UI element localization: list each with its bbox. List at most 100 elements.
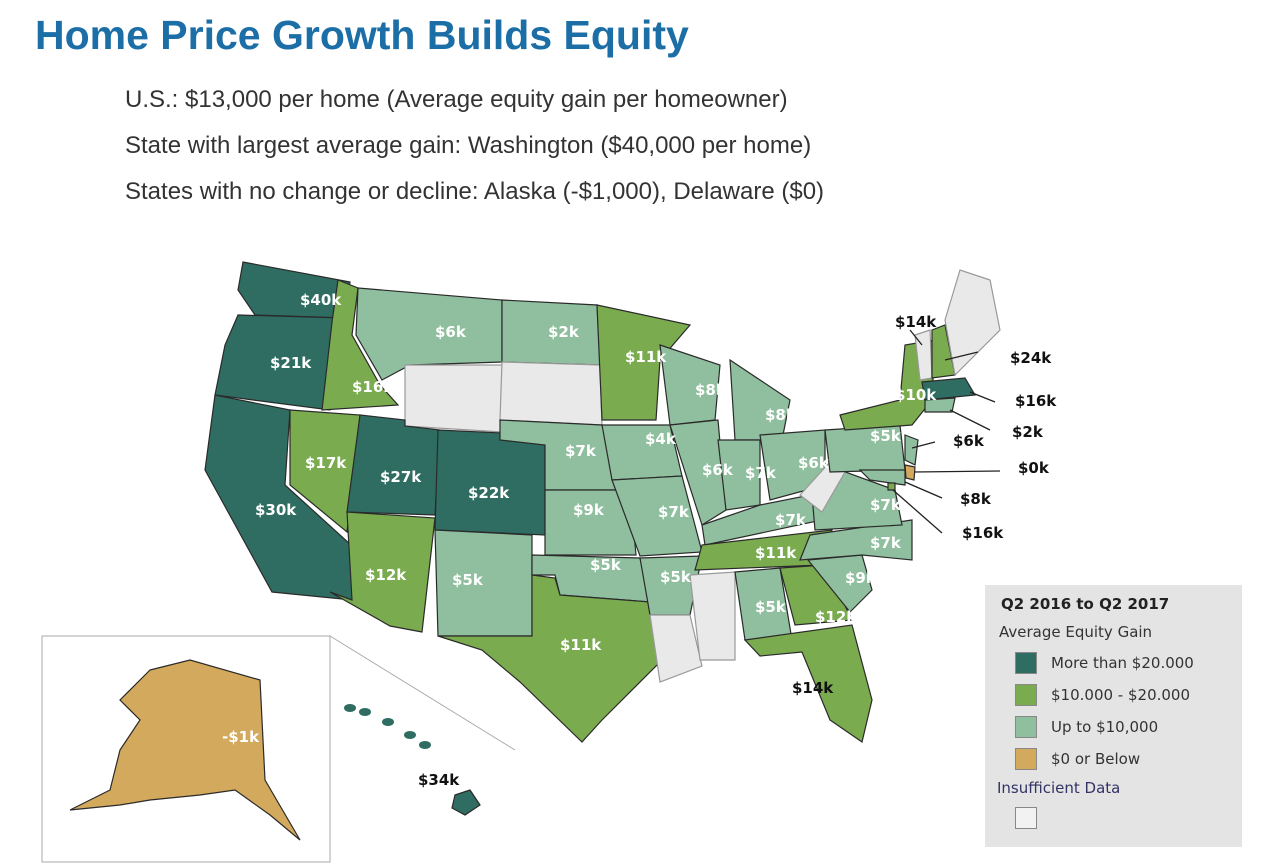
state-ga [779, 564, 853, 626]
state-value-label: $5k [590, 556, 622, 574]
legend-title: Q2 2016 to Q2 2017 [1001, 595, 1170, 613]
state-value-label: $0k [1018, 459, 1050, 477]
legend-label: More than $20.000 [1051, 654, 1194, 672]
state-value-label: $9k [845, 569, 877, 587]
state-md [858, 469, 906, 486]
hawaii-island [359, 708, 371, 716]
state-value-label: $27k [380, 468, 422, 486]
state-value-label: $6k [702, 461, 734, 479]
state-value-label: $7k [565, 442, 597, 460]
subtitle-no-change: States with no change or decline: Alaska… [125, 178, 825, 205]
leader-line [969, 391, 996, 403]
state-value-label: -$1k [222, 728, 260, 746]
state-value-label: $5k [660, 568, 692, 586]
state-ut [346, 414, 441, 516]
state-ks [544, 489, 637, 556]
leader-line [911, 441, 936, 449]
state-value-label: $30k [255, 501, 297, 519]
state-or [214, 314, 346, 411]
state-value-label: $8k [695, 381, 727, 399]
leader-line [944, 351, 979, 361]
hawaii-island [404, 731, 416, 739]
legend-item-mid: $10.000 - $20.000 [1015, 683, 1190, 707]
state-nm [434, 529, 533, 637]
state-fl [743, 624, 873, 743]
page-title: Home Price Growth Builds Equity [35, 12, 689, 58]
state-value-label: $2k [548, 323, 580, 341]
legend-label: $10.000 - $20.000 [1051, 686, 1191, 704]
state-value-label: $17k [305, 454, 347, 472]
state-hi [451, 789, 481, 816]
state-value-label: $8k [765, 406, 797, 424]
state-value-label: $12k [365, 566, 407, 584]
leader-line [904, 481, 943, 499]
state-value-label: $4k [645, 430, 677, 448]
state-wy [404, 364, 503, 433]
legend-swatch [1015, 716, 1037, 738]
subtitle-us-average: U.S.: $13,000 per home (Average equity g… [125, 86, 788, 113]
leader-line [892, 489, 943, 534]
legend-label: $0 or Below [1051, 750, 1141, 768]
legend-swatch [1015, 684, 1037, 706]
state-value-label: $7k [870, 534, 902, 552]
state-az [329, 511, 436, 633]
state-value-label: $7k [870, 496, 902, 514]
legend-item-tan: $0 or Below [1015, 747, 1140, 771]
state-value-label: $6k [798, 454, 830, 472]
legend-insufficient-label: Insufficient Data [997, 779, 1121, 797]
state-la [649, 614, 703, 683]
state-nv [289, 409, 361, 534]
hawaii-island [382, 718, 394, 726]
state-value-label: $7k [745, 464, 777, 482]
state-value-label: $6k [435, 323, 467, 341]
map-legend: Q2 2016 to Q2 2017 Average Equity Gain M… [985, 585, 1242, 847]
legend-swatch [1015, 652, 1037, 674]
state-ma [921, 377, 976, 401]
state-value-label: $16k [962, 524, 1004, 542]
state-sd [499, 361, 603, 426]
state-value-label: $5k [755, 598, 787, 616]
hawaii-island [344, 704, 356, 712]
state-value-label: $14k [792, 679, 834, 697]
leader-line [909, 329, 923, 346]
state-de [904, 464, 916, 481]
state-value-label: $16k [352, 378, 394, 396]
legend-swatch-insufficient [1015, 807, 1037, 829]
state-value-label: $34k [418, 771, 460, 789]
state-value-label: $24k [1010, 349, 1052, 367]
legend-swatch [1015, 748, 1037, 770]
state-value-label: $5k [870, 427, 902, 445]
state-co [434, 429, 546, 536]
state-dc [887, 482, 896, 491]
leader-line [913, 470, 1001, 473]
state-value-label: $40k [300, 291, 342, 309]
state-value-label: $9k [573, 501, 605, 519]
state-mi [729, 358, 791, 441]
state-value-label: $7k [775, 511, 807, 529]
legend-item-light: Up to $10,000 [1015, 715, 1158, 739]
state-nj [904, 434, 919, 466]
state-value-label: $16k [1015, 392, 1057, 410]
state-value-label: $14k [895, 313, 937, 331]
state-value-label: $5k [452, 571, 484, 589]
state-mn [596, 304, 692, 421]
state-id [321, 279, 400, 411]
legend-subtitle: Average Equity Gain [999, 623, 1153, 641]
state-value-label: $21k [270, 354, 312, 372]
legend-label: Up to $10,000 [1051, 718, 1159, 736]
legend-item-dark: More than $20.000 [1015, 651, 1194, 675]
state-value-label: $8k [960, 490, 992, 508]
state-value-label: $11k [625, 348, 667, 366]
hawaii-island [419, 741, 431, 749]
inset-connector-line [329, 635, 516, 751]
state-value-label: $7k [658, 503, 690, 521]
state-value-label: $22k [468, 484, 510, 502]
state-tx [437, 574, 663, 743]
state-value-label: $2k [1012, 423, 1044, 441]
state-value-label: $10k [895, 386, 937, 404]
leader-line [949, 409, 991, 431]
state-value-label: $6k [953, 432, 985, 450]
subtitle-largest-gain: State with largest average gain: Washing… [125, 132, 812, 159]
state-value-label: $11k [560, 636, 602, 654]
